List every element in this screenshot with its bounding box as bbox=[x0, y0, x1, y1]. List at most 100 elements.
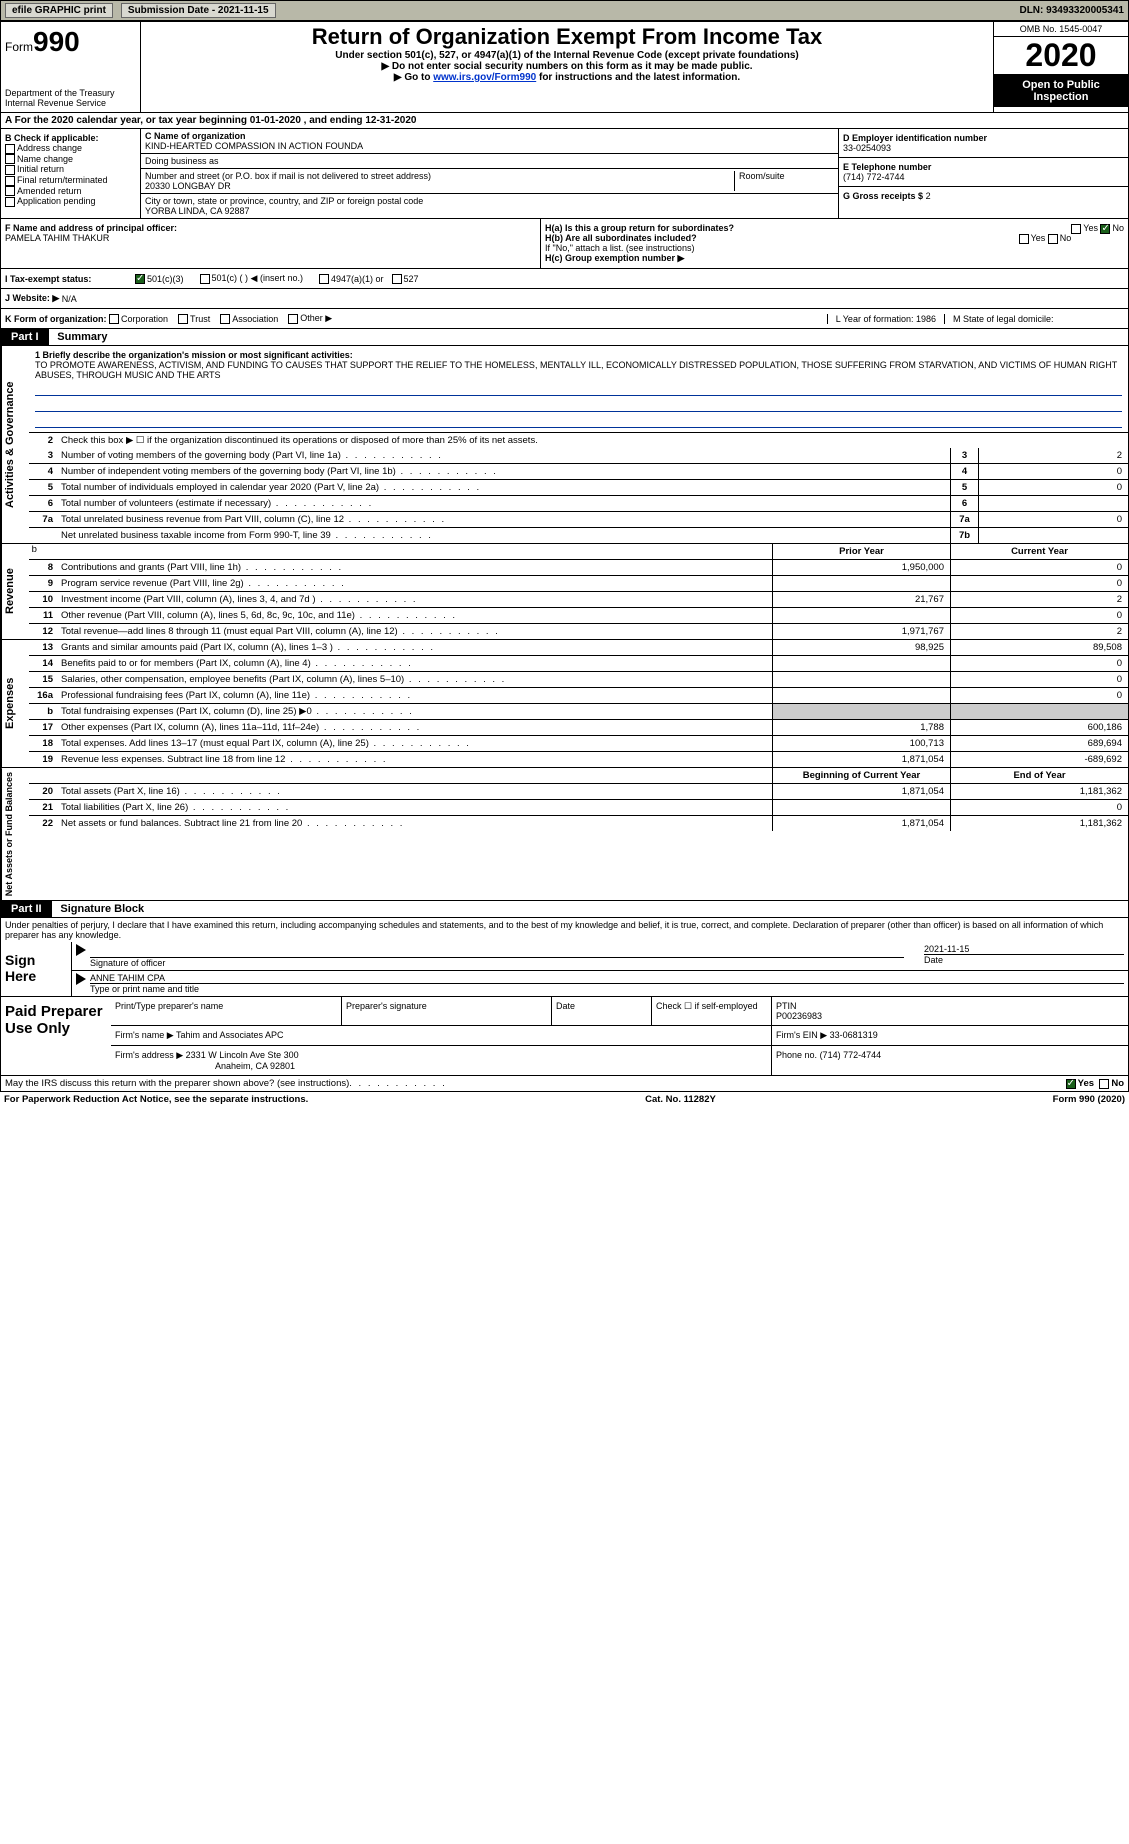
expenses-tab: Expenses bbox=[1, 640, 29, 767]
street-address: 20330 LONGBAY DR bbox=[145, 181, 734, 191]
line6-val bbox=[978, 496, 1128, 511]
addr-change-checkbox[interactable] bbox=[5, 144, 15, 154]
open-to-public: Open to Public Inspection bbox=[994, 75, 1128, 107]
501c3-checkbox[interactable] bbox=[135, 274, 145, 284]
irs-link[interactable]: www.irs.gov/Form990 bbox=[433, 72, 536, 83]
sig-date: 2021-11-15 bbox=[924, 944, 1124, 955]
netassets-tab: Net Assets or Fund Balances bbox=[1, 768, 29, 900]
data-row: 15Salaries, other compensation, employee… bbox=[29, 672, 1128, 688]
principal-officer: PAMELA TAHIM THAKUR bbox=[5, 233, 536, 243]
data-row: 21Total liabilities (Part X, line 26)0 bbox=[29, 800, 1128, 816]
signature-block: Under penalties of perjury, I declare th… bbox=[0, 918, 1129, 997]
irs-no-checkbox[interactable] bbox=[1099, 1079, 1109, 1089]
ein-value: 33-0254093 bbox=[843, 143, 1124, 153]
period-row: A For the 2020 calendar year, or tax yea… bbox=[0, 113, 1129, 129]
top-bar: efile GRAPHIC print Submission Date - 20… bbox=[0, 0, 1129, 21]
telephone: (714) 772-4744 bbox=[843, 172, 1124, 182]
form-number: Form990 bbox=[5, 26, 136, 58]
data-row: 17Other expenses (Part IX, column (A), l… bbox=[29, 720, 1128, 736]
irs-yes-checkbox[interactable] bbox=[1066, 1079, 1076, 1089]
k-row: K Form of organization: Corporation Trus… bbox=[0, 309, 1129, 329]
final-return-checkbox[interactable] bbox=[5, 176, 15, 186]
paid-preparer-label: Paid Preparer Use Only bbox=[1, 997, 111, 1075]
name-arrow-icon bbox=[76, 973, 86, 985]
dept-label: Department of the Treasury bbox=[5, 88, 136, 98]
dba-label: Doing business as bbox=[141, 154, 838, 169]
data-row: 13Grants and similar amounts paid (Part … bbox=[29, 640, 1128, 656]
irs-discuss-row: May the IRS discuss this return with the… bbox=[0, 1076, 1129, 1092]
city-state-zip: YORBA LINDA, CA 92887 bbox=[145, 206, 834, 216]
sign-arrow-icon bbox=[76, 944, 86, 956]
line7a-val: 0 bbox=[978, 512, 1128, 527]
firm-addr: 2331 W Lincoln Ave Ste 300 bbox=[186, 1050, 299, 1060]
data-row: bTotal fundraising expenses (Part IX, co… bbox=[29, 704, 1128, 720]
4947-checkbox[interactable] bbox=[319, 274, 329, 284]
data-row: 9Program service revenue (Part VIII, lin… bbox=[29, 576, 1128, 592]
data-row: 12Total revenue—add lines 8 through 11 (… bbox=[29, 624, 1128, 639]
officer-name: ANNE TAHIM CPA bbox=[90, 973, 1124, 984]
gross-receipts: 2 bbox=[926, 191, 931, 201]
section-h: H(a) Is this a group return for subordin… bbox=[541, 219, 1128, 268]
data-row: 16aProfessional fundraising fees (Part I… bbox=[29, 688, 1128, 704]
section-b: B Check if applicable: Address change Na… bbox=[1, 129, 141, 218]
form-subtitle: Under section 501(c), 527, or 4947(a)(1)… bbox=[149, 50, 985, 61]
line3-val: 2 bbox=[978, 448, 1128, 463]
part2-header: Part II Signature Block bbox=[0, 901, 1129, 918]
data-row: 18Total expenses. Add lines 13–17 (must … bbox=[29, 736, 1128, 752]
section-f: F Name and address of principal officer:… bbox=[1, 219, 541, 268]
page-footer: For Paperwork Reduction Act Notice, see … bbox=[0, 1092, 1129, 1107]
omb-number: OMB No. 1545-0047 bbox=[994, 22, 1128, 37]
part1-header: Part I Summary bbox=[0, 329, 1129, 346]
amended-return-checkbox[interactable] bbox=[5, 186, 15, 196]
data-row: 20Total assets (Part X, line 16)1,871,05… bbox=[29, 784, 1128, 800]
revenue-tab: Revenue bbox=[1, 544, 29, 639]
data-row: 8Contributions and grants (Part VIII, li… bbox=[29, 560, 1128, 576]
line7b-val bbox=[978, 528, 1128, 543]
mission-text: TO PROMOTE AWARENESS, ACTIVISM, AND FUND… bbox=[35, 360, 1117, 380]
submission-date-button[interactable]: Submission Date - 2021-11-15 bbox=[121, 3, 276, 18]
fh-block: F Name and address of principal officer:… bbox=[0, 219, 1129, 269]
revenue-block: Revenue bPrior YearCurrent Year 8Contrib… bbox=[0, 544, 1129, 640]
data-row: 10Investment income (Part VIII, column (… bbox=[29, 592, 1128, 608]
netassets-block: Net Assets or Fund Balances Beginning of… bbox=[0, 768, 1129, 901]
initial-return-checkbox[interactable] bbox=[5, 165, 15, 175]
data-row: 14Benefits paid to or for members (Part … bbox=[29, 656, 1128, 672]
dln-label: DLN: 93493320005341 bbox=[1019, 5, 1124, 16]
other-checkbox[interactable] bbox=[288, 314, 298, 324]
data-row: 22Net assets or fund balances. Subtract … bbox=[29, 816, 1128, 831]
website-row: J Website: ▶ N/A bbox=[0, 289, 1129, 309]
ha-yes-checkbox[interactable] bbox=[1071, 224, 1081, 234]
sign-here-label: Sign Here bbox=[1, 942, 71, 996]
527-checkbox[interactable] bbox=[392, 274, 402, 284]
hb-yes-checkbox[interactable] bbox=[1019, 234, 1029, 244]
activities-tab: Activities & Governance bbox=[1, 346, 29, 543]
efile-print-button[interactable]: efile GRAPHIC print bbox=[5, 3, 113, 18]
firm-ein: 33-0681319 bbox=[830, 1030, 878, 1040]
trust-checkbox[interactable] bbox=[178, 314, 188, 324]
assoc-checkbox[interactable] bbox=[220, 314, 230, 324]
hb-no-checkbox[interactable] bbox=[1048, 234, 1058, 244]
website-value: N/A bbox=[62, 294, 77, 304]
form-note-link: ▶ Go to www.irs.gov/Form990 for instruct… bbox=[149, 72, 985, 83]
form-note-ssn: ▶ Do not enter social security numbers o… bbox=[149, 61, 985, 72]
tax-status-row: I Tax-exempt status: 501(c)(3) 501(c) ( … bbox=[0, 269, 1129, 289]
tax-year: 2020 bbox=[994, 37, 1128, 75]
firm-phone: (714) 772-4744 bbox=[820, 1050, 882, 1060]
data-row: 19Revenue less expenses. Subtract line 1… bbox=[29, 752, 1128, 767]
form-title: Return of Organization Exempt From Incom… bbox=[149, 24, 985, 50]
irs-label: Internal Revenue Service bbox=[5, 98, 136, 108]
app-pending-checkbox[interactable] bbox=[5, 197, 15, 207]
data-row: 11Other revenue (Part VIII, column (A), … bbox=[29, 608, 1128, 624]
corp-checkbox[interactable] bbox=[109, 314, 119, 324]
section-c: C Name of organization KIND-HEARTED COMP… bbox=[141, 129, 838, 218]
form-header: Form990 Department of the Treasury Inter… bbox=[0, 21, 1129, 113]
501c-checkbox[interactable] bbox=[200, 274, 210, 284]
org-name: KIND-HEARTED COMPASSION IN ACTION FOUNDA bbox=[145, 141, 834, 151]
section-d: D Employer identification number 33-0254… bbox=[838, 129, 1128, 218]
activities-governance-block: Activities & Governance 1 Briefly descri… bbox=[0, 346, 1129, 544]
ha-no-checkbox[interactable] bbox=[1100, 224, 1110, 234]
name-change-checkbox[interactable] bbox=[5, 154, 15, 164]
identity-block: B Check if applicable: Address change Na… bbox=[0, 129, 1129, 219]
preparer-block: Paid Preparer Use Only Print/Type prepar… bbox=[0, 997, 1129, 1076]
line4-val: 0 bbox=[978, 464, 1128, 479]
